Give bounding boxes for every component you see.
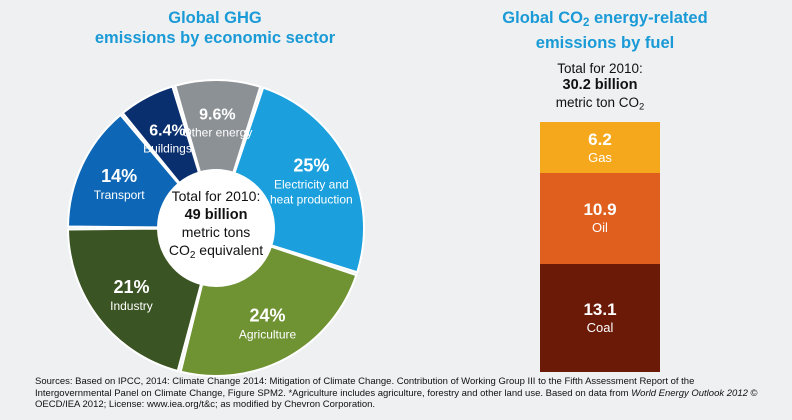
donut-center-line-1: Total for 2010: <box>172 188 261 204</box>
bar-segment-coal: 13.1 Coal <box>540 263 660 372</box>
bar-chart-title: Global CO2 energy-related emissions by f… <box>470 8 740 53</box>
bar-title-line-1a: Global CO <box>502 9 583 27</box>
bar-total-unit-sub: 2 <box>639 101 645 113</box>
bar-total-unit: metric ton CO2 <box>520 94 680 115</box>
donut-category-label: Buildings <box>143 142 192 156</box>
donut-category-label: Transport <box>94 188 146 202</box>
donut-value-label: 9.6% <box>199 107 235 124</box>
bar-total-unit-prefix: metric ton CO <box>555 95 640 110</box>
bar-segment-label: Coal <box>586 319 614 335</box>
bar-title-line-1b: energy-related <box>589 9 708 27</box>
donut-category-label: Electricity and <box>274 177 349 191</box>
donut-chart-title: Global GHG emissions by economic sector <box>70 8 360 48</box>
bar-segment-oil: 10.9 Oil <box>540 173 660 264</box>
bar-segment-value: 10.9 <box>583 200 617 220</box>
donut-slice-agriculture <box>179 245 358 377</box>
bar-segment-value: 6.2 <box>588 129 612 149</box>
bar-total-line-1: Total for 2010: <box>557 61 643 76</box>
donut-value-label: 25% <box>293 155 329 175</box>
bar-total-text: Total for 2010: 30.2 billion metric ton … <box>520 60 680 115</box>
bar-segment-label: Oil <box>592 220 608 236</box>
donut-category-label: Other energy <box>182 126 252 140</box>
donut-center-line-4-sub: 2 <box>190 250 196 261</box>
donut-value-label: 6.4% <box>149 123 185 140</box>
bar-title-subscript: 2 <box>582 16 590 29</box>
donut-center-total: 49 billion <box>185 207 248 223</box>
donut-value-label: 24% <box>250 305 286 325</box>
donut-title-line-1: Global GHG <box>168 9 262 27</box>
donut-category-label: Agriculture <box>239 327 297 341</box>
donut-center-line-4-suffix: equivalent <box>195 242 263 258</box>
donut-center-line-4-prefix: CO <box>169 242 190 258</box>
source-note: Sources: Based on IPCC, 2014: Climate Ch… <box>35 376 765 411</box>
bar-segment-label: Gas <box>588 149 612 165</box>
bar-segment-gas: 6.2 Gas <box>540 122 660 174</box>
bar-segment-value: 13.1 <box>583 299 617 319</box>
source-italic: World Energy Outlook 2012 <box>631 387 748 399</box>
bar-title-line-2: emissions by fuel <box>535 33 675 52</box>
donut-center-line-3: metric tons <box>182 224 250 240</box>
donut-center-hole <box>158 170 274 286</box>
source-text-2: © OECD/IEA 2012; License: www.iea.org/t&… <box>35 387 758 411</box>
bar-total-value: 30.2 billion <box>562 77 638 93</box>
donut-category-label: Industry <box>110 299 153 313</box>
source-text-1: Sources: Based on IPCC, 2014: Climate Ch… <box>35 376 695 399</box>
donut-center-line-4: CO2 equivalent <box>169 242 263 261</box>
stacked-bar: 6.2 Gas 10.9 Oil 13.1 Coal <box>540 122 660 372</box>
donut-value-label: 14% <box>101 166 137 186</box>
donut-title-line-2: emissions by economic sector <box>94 29 336 47</box>
donut-category-label: heat production <box>270 192 353 206</box>
donut-value-label: 21% <box>113 277 149 297</box>
